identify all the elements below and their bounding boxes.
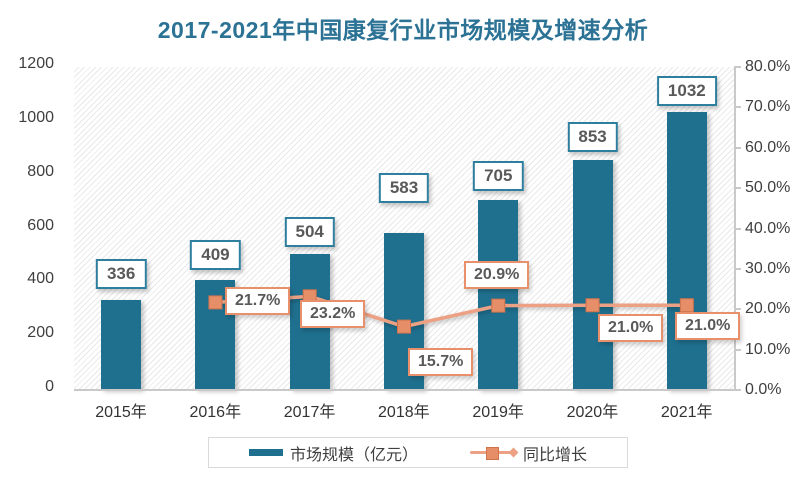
bar-value-label: 705 — [473, 161, 524, 192]
right-axis-tick: 40.0% — [745, 219, 791, 237]
legend-label: 同比增长 — [523, 446, 588, 464]
left-axis-tick: 800 — [27, 162, 54, 180]
legend-label: 市场规模（亿元） — [289, 446, 418, 464]
right-axis-tickmark — [734, 187, 741, 190]
right-axis-tick: 30.0% — [745, 259, 791, 277]
right-axis-tickmark — [734, 348, 741, 351]
bar-value-label: 504 — [284, 217, 335, 248]
right-axis-tickmark — [734, 106, 741, 109]
bar-value-label: 1032 — [656, 76, 717, 107]
x-axis-label: 2020年 — [566, 404, 619, 421]
right-axis-tick: 0.0% — [745, 381, 782, 398]
bar-value-label: 583 — [378, 173, 430, 204]
bar-2019年 — [478, 200, 519, 390]
x-axis-label: 2017年 — [283, 404, 336, 421]
bar-value-label: 409 — [190, 239, 241, 270]
legend-item-growth: 同比增长 — [470, 441, 587, 465]
legend-line-swatch-icon — [470, 446, 519, 460]
chart-title: 2017-2021年中国康复行业市场规模及增速分析 — [157, 17, 649, 43]
growth-value-label: 15.7% — [408, 348, 474, 376]
right-axis-tick: 60.0% — [745, 138, 791, 156]
right-axis-tick: 80.0% — [745, 58, 791, 75]
growth-value-label: 21.0% — [675, 312, 741, 340]
x-axis-line — [74, 389, 741, 391]
bar-2015年 — [101, 299, 142, 390]
legend-item-market-size: 市场规模（亿元） — [248, 441, 418, 465]
bar-value-label: 336 — [95, 258, 147, 289]
right-axis-tickmark — [734, 227, 741, 230]
left-axis-tick: 1200 — [18, 55, 54, 72]
legend-bar-swatch-icon — [248, 449, 283, 456]
left-axis-tick: 1000 — [18, 108, 54, 126]
left-axis-tick: 400 — [27, 270, 54, 288]
right-axis-tick: 10.0% — [745, 340, 791, 358]
x-axis-label: 2021年 — [660, 404, 713, 421]
left-axis-tick: 600 — [27, 216, 54, 234]
x-axis-label: 2016年 — [189, 404, 242, 421]
bar-2021年 — [666, 112, 707, 390]
x-axis-label: 2015年 — [95, 404, 147, 421]
right-axis-line — [734, 67, 736, 390]
left-axis-tick: 200 — [27, 324, 54, 342]
bar-value-label: 853 — [567, 122, 618, 153]
growth-value-label: 21.7% — [225, 287, 291, 315]
right-axis-tickmark — [734, 66, 741, 68]
growth-value-label: 23.2% — [300, 300, 366, 328]
right-axis-tick: 20.0% — [745, 300, 791, 318]
growth-value-label: 21.0% — [598, 314, 664, 342]
x-axis-label: 2018年 — [378, 404, 430, 421]
right-axis-tick: 70.0% — [745, 98, 791, 116]
growth-value-label: 20.9% — [464, 261, 530, 289]
bar-2020年 — [572, 160, 613, 390]
right-axis-tickmark — [734, 146, 741, 149]
right-axis-tick: 50.0% — [745, 179, 791, 197]
right-axis-tickmark — [734, 308, 741, 311]
legend: 市场规模（亿元） 同比增长 — [208, 437, 628, 468]
x-axis-label: 2019年 — [472, 404, 524, 421]
left-axis-tick: 0 — [45, 378, 54, 395]
right-axis-tickmark — [734, 267, 741, 270]
